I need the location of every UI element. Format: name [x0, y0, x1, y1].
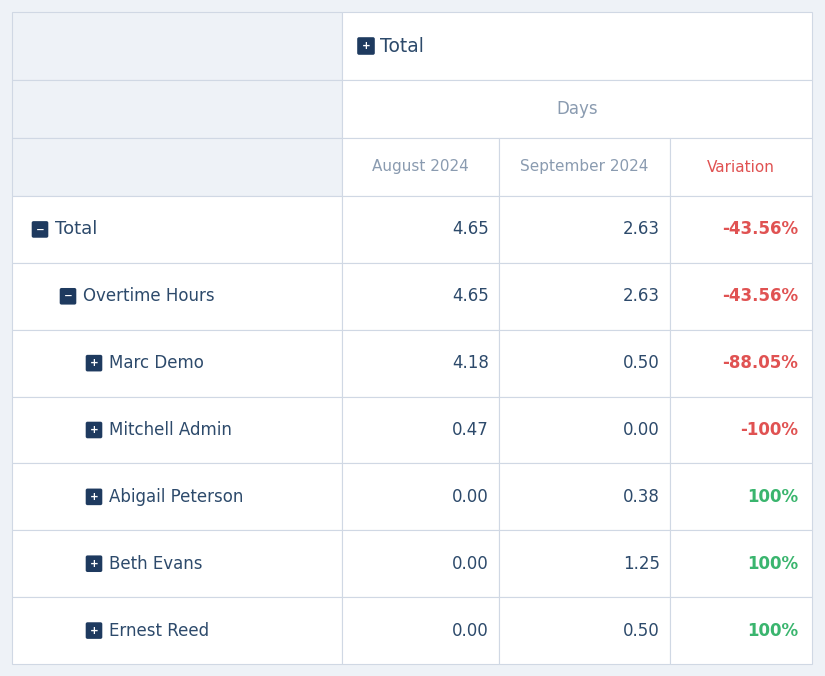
Text: 4.18: 4.18: [452, 354, 489, 372]
Text: 1.25: 1.25: [623, 555, 660, 573]
Text: 100%: 100%: [747, 488, 798, 506]
Text: Ernest Reed: Ernest Reed: [109, 621, 209, 639]
FancyBboxPatch shape: [670, 464, 812, 530]
Text: 0.00: 0.00: [452, 621, 489, 639]
Text: 0.38: 0.38: [623, 488, 660, 506]
Text: Days: Days: [556, 100, 598, 118]
FancyBboxPatch shape: [670, 263, 812, 330]
Text: +: +: [90, 625, 98, 635]
FancyBboxPatch shape: [86, 623, 102, 639]
FancyBboxPatch shape: [342, 80, 812, 138]
FancyBboxPatch shape: [12, 138, 342, 196]
FancyBboxPatch shape: [499, 464, 670, 530]
FancyBboxPatch shape: [499, 196, 670, 263]
Text: Mitchell Admin: Mitchell Admin: [109, 421, 232, 439]
FancyBboxPatch shape: [342, 597, 499, 664]
FancyBboxPatch shape: [86, 355, 102, 371]
FancyBboxPatch shape: [12, 196, 342, 263]
FancyBboxPatch shape: [12, 397, 342, 464]
FancyBboxPatch shape: [670, 138, 812, 196]
Text: 2.63: 2.63: [623, 287, 660, 306]
Text: +: +: [90, 358, 98, 368]
FancyBboxPatch shape: [59, 288, 76, 305]
FancyBboxPatch shape: [670, 530, 812, 597]
FancyBboxPatch shape: [357, 37, 375, 55]
Text: Marc Demo: Marc Demo: [109, 354, 204, 372]
FancyBboxPatch shape: [342, 196, 499, 263]
Text: 100%: 100%: [747, 621, 798, 639]
FancyBboxPatch shape: [342, 138, 499, 196]
FancyBboxPatch shape: [12, 530, 342, 597]
Text: 0.00: 0.00: [452, 488, 489, 506]
Text: +: +: [90, 425, 98, 435]
Text: 0.50: 0.50: [623, 621, 660, 639]
FancyBboxPatch shape: [12, 597, 342, 664]
Text: Beth Evans: Beth Evans: [109, 555, 202, 573]
FancyBboxPatch shape: [499, 597, 670, 664]
FancyBboxPatch shape: [342, 530, 499, 597]
Text: -88.05%: -88.05%: [722, 354, 798, 372]
FancyBboxPatch shape: [12, 330, 342, 397]
FancyBboxPatch shape: [342, 330, 499, 397]
FancyBboxPatch shape: [342, 464, 499, 530]
Text: 4.65: 4.65: [452, 220, 489, 239]
Text: Variation: Variation: [707, 160, 775, 174]
Text: +: +: [90, 559, 98, 569]
Text: 4.65: 4.65: [452, 287, 489, 306]
FancyBboxPatch shape: [499, 530, 670, 597]
Text: Overtime Hours: Overtime Hours: [83, 287, 214, 306]
Text: +: +: [90, 492, 98, 502]
FancyBboxPatch shape: [12, 12, 342, 80]
FancyBboxPatch shape: [86, 489, 102, 505]
FancyBboxPatch shape: [670, 330, 812, 397]
Text: −: −: [64, 291, 73, 301]
FancyBboxPatch shape: [670, 196, 812, 263]
FancyBboxPatch shape: [342, 12, 812, 80]
Text: Total: Total: [380, 37, 424, 55]
Text: −: −: [35, 224, 45, 235]
Text: -43.56%: -43.56%: [722, 287, 798, 306]
FancyBboxPatch shape: [12, 80, 342, 138]
FancyBboxPatch shape: [31, 221, 49, 238]
Text: August 2024: August 2024: [372, 160, 469, 174]
Text: 0.47: 0.47: [452, 421, 489, 439]
FancyBboxPatch shape: [12, 464, 342, 530]
Text: -100%: -100%: [740, 421, 798, 439]
FancyBboxPatch shape: [670, 597, 812, 664]
Text: 100%: 100%: [747, 555, 798, 573]
FancyBboxPatch shape: [499, 138, 670, 196]
Text: Total: Total: [55, 220, 97, 239]
FancyBboxPatch shape: [86, 422, 102, 438]
FancyBboxPatch shape: [499, 263, 670, 330]
FancyBboxPatch shape: [12, 263, 342, 330]
Text: Abigail Peterson: Abigail Peterson: [109, 488, 243, 506]
Text: -43.56%: -43.56%: [722, 220, 798, 239]
FancyBboxPatch shape: [342, 397, 499, 464]
Text: 0.00: 0.00: [623, 421, 660, 439]
FancyBboxPatch shape: [86, 556, 102, 572]
FancyBboxPatch shape: [499, 330, 670, 397]
FancyBboxPatch shape: [342, 263, 499, 330]
Text: 0.50: 0.50: [623, 354, 660, 372]
Text: 2.63: 2.63: [623, 220, 660, 239]
Text: September 2024: September 2024: [521, 160, 648, 174]
Text: +: +: [361, 41, 370, 51]
FancyBboxPatch shape: [499, 397, 670, 464]
Text: 0.00: 0.00: [452, 555, 489, 573]
FancyBboxPatch shape: [670, 397, 812, 464]
